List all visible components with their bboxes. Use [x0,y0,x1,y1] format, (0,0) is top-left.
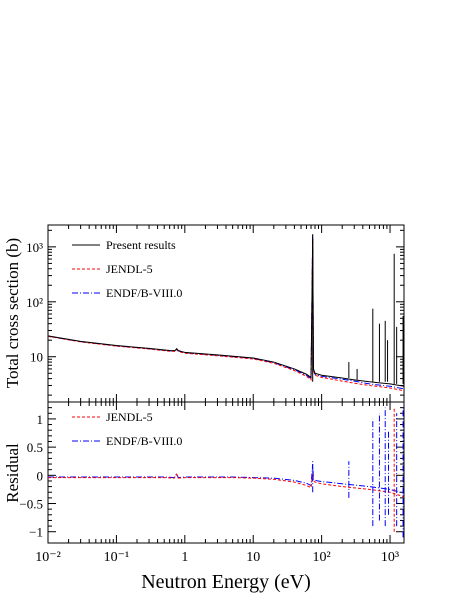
bottom-y-tick-label: 0 [37,468,44,483]
top-y-tick-label: 10² [26,295,43,310]
top-legend-label: ENDF/B-VIII.0 [106,286,182,300]
bottom-y-tick-label: 1 [37,412,44,427]
x-tick-label: 10 [246,550,260,565]
top-panel: 10 10² 10³ Total cross section (b) Present… [3,224,405,403]
bottom-y-axis-label: Residual [3,443,22,503]
bottom-axis-ticks: 10⁻² 10⁻¹ 1 10 10² 10³ −1 −0.5 0 0.5 1 [19,402,404,565]
series-line-present-results [48,238,404,387]
bottom-y-tick-label: −0.5 [19,497,43,512]
top-legend-label: Present results [106,238,176,252]
bottom-panel: 10⁻² 10⁻¹ 1 10 10² 10³ −1 −0.5 0 0.5 1 Residual Ne… [3,401,405,593]
x-tick-label: 10² [313,550,331,565]
x-tick-label: 10⁻¹ [104,550,130,565]
top-series-group [48,234,404,392]
x-axis-label: Neutron Energy (eV) [141,571,311,593]
bottom-y-tick-label: 0.5 [27,440,43,455]
top-y-axis-label: Total cross section (b) [3,238,22,388]
bottom-legend-label: ENDF/B-VIII.0 [106,434,182,448]
series-line-endf-b-viii-0 [48,234,404,390]
series-line-endf-b-viii-0 [48,464,404,494]
top-legend: Present results JENDL-5 ENDF/B-VIII.0 [72,238,182,300]
bottom-legend-label: JENDL-5 [106,410,153,424]
x-tick-label: 1 [181,550,188,565]
top-legend-label: JENDL-5 [106,262,153,276]
top-plot-frame [47,224,405,403]
series-line-jendl-5 [48,240,404,392]
bottom-plot-frame [47,401,405,544]
top-y-tick-label: 10 [30,350,43,365]
top-y-tick-label: 10³ [26,240,43,255]
x-tick-label: 10³ [381,550,399,565]
bottom-y-tick-label: −1 [29,525,43,540]
top-axis-ticks: 10 10² 10³ [26,225,404,402]
bottom-legend: JENDL-5 ENDF/B-VIII.0 [72,410,182,448]
x-tick-label: 10⁻² [35,550,61,565]
bottom-series-group [48,407,404,538]
series-line-jendl-5 [48,473,404,498]
